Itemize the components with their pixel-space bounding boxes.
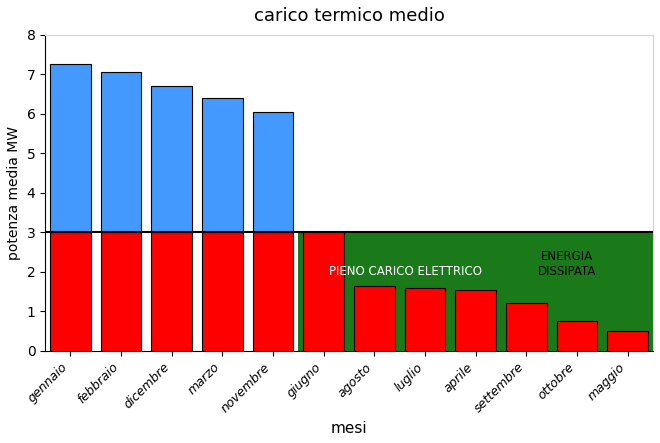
Y-axis label: potenza media MW: potenza media MW [7,126,21,260]
Bar [298,233,653,351]
Bar [152,86,192,233]
Bar [405,288,446,351]
X-axis label: mesi: mesi [331,421,368,436]
Text: PIENO CARICO ELETTRICO: PIENO CARICO ELETTRICO [329,265,482,278]
Bar [354,286,395,351]
Title: carico termico medio: carico termico medio [253,7,445,25]
Bar [253,112,293,233]
Bar [304,233,344,351]
Bar [607,331,648,351]
Text: ENERGIA
DISSIPATA: ENERGIA DISSIPATA [538,250,596,278]
Bar [152,233,192,351]
Bar [253,233,293,351]
Bar [101,233,141,351]
Bar [557,321,597,351]
Bar [506,303,546,351]
Bar [455,290,496,351]
Bar [50,65,90,233]
Bar [202,98,243,233]
Bar [101,72,141,233]
Bar [202,233,243,351]
Bar [50,233,90,351]
